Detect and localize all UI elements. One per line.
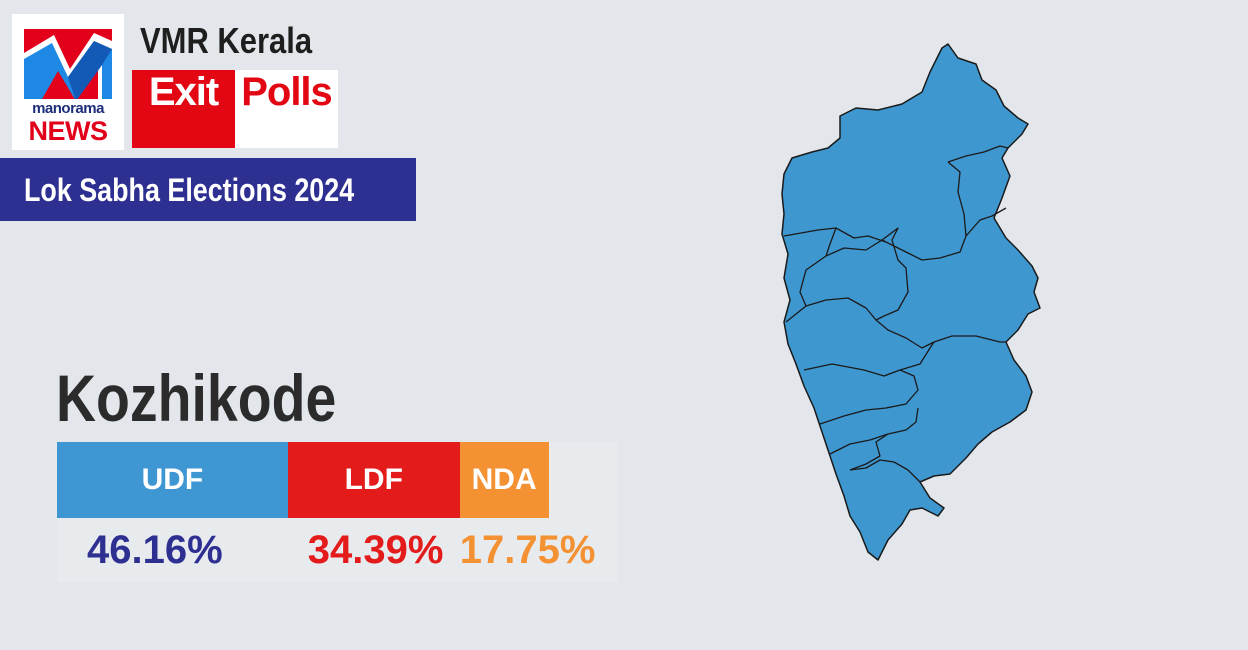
bar-label-ldf: LDF [344, 463, 403, 496]
channel-logo: manorama NEWS [12, 14, 124, 150]
bar-label-udf: UDF [141, 463, 204, 496]
bar-udf: UDF [57, 442, 288, 518]
constituency-map [781, 43, 1041, 561]
value-label-udf: 46.16% [87, 528, 223, 572]
value-label-nda: 17.75% [459, 528, 596, 572]
manorama-logo-icon [24, 29, 112, 99]
bar-nda: NDA [459, 442, 549, 518]
logo-text-news: NEWS [28, 116, 109, 146]
polls-label: Polls [241, 70, 333, 114]
chart-title: Kozhikode [56, 361, 337, 435]
banner-text: Lok Sabha Elections 2024 [24, 172, 355, 208]
map-outline [781, 43, 1041, 561]
election-banner: Lok Sabha Elections 2024 [0, 158, 416, 221]
exit-polls-badge: Exit Polls [132, 70, 338, 148]
subtitle: VMR Kerala [140, 20, 313, 61]
bar-ldf: LDF [287, 442, 460, 518]
exit-label: Exit [132, 70, 235, 148]
bar-label-nda: NDA [471, 463, 537, 496]
vote-share-chart: UDF 46.16% LDF 34.39% NDA 17.75% [57, 442, 617, 582]
value-label-ldf: 34.39% [307, 528, 444, 572]
logo-text-manorama: manorama [32, 100, 104, 117]
